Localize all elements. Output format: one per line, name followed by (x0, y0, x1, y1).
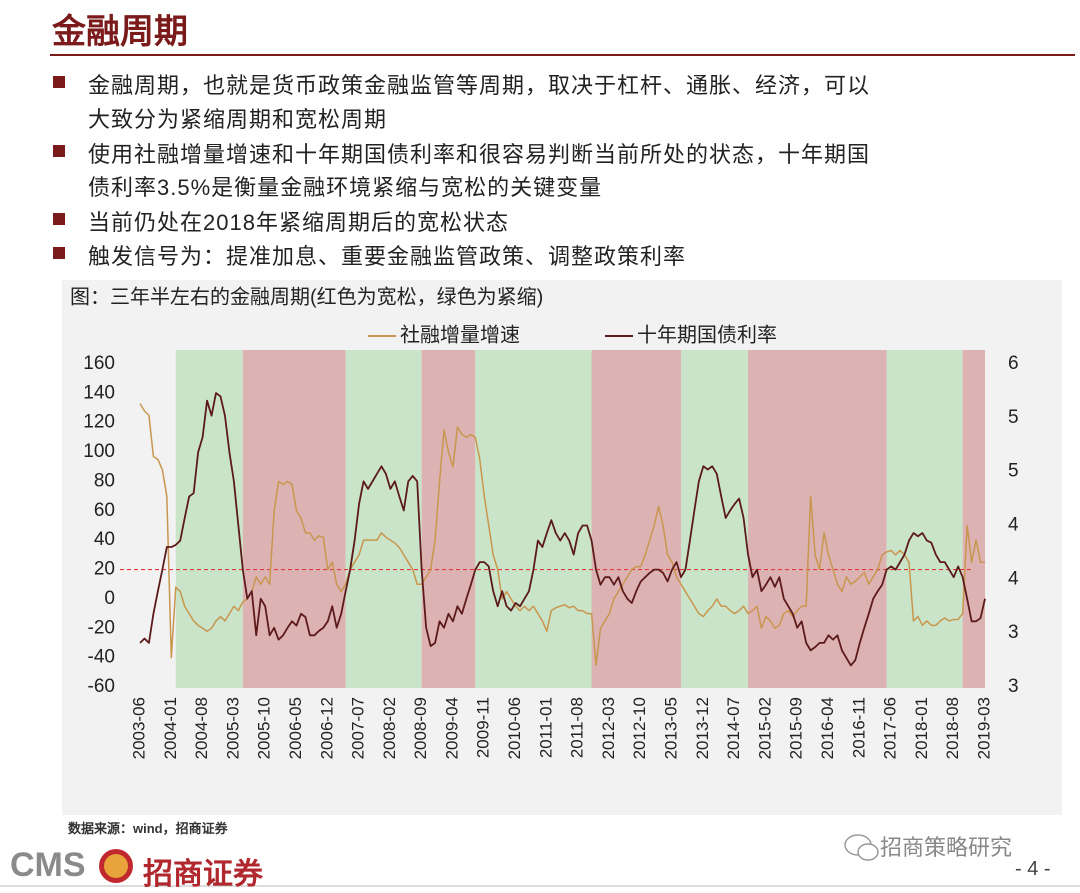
x-tick-label: 2015-09 (787, 697, 806, 759)
x-tick-label: 2014-07 (724, 697, 743, 759)
x-tick-label: 2018-08 (943, 697, 962, 759)
chart-title: 图：三年半左右的金融周期(红色为宽松，绿色为紧缩) (70, 285, 543, 308)
y-tick-label: 20 (94, 559, 115, 580)
legend-label: 十年期国债利率 (637, 323, 777, 346)
bullet-text: 触发信号为：提准加息、重要金融监管政策、调整政策利率 (88, 244, 687, 269)
y2-tick-label: 4 (1008, 515, 1019, 536)
period-band (748, 350, 887, 688)
x-tick-label: 2016-11 (849, 697, 868, 758)
bullet-text: 金融周期，也就是货币政策金融监管等周期，取决于杠杆、通胀、经济，可以 (88, 73, 871, 98)
x-tick-label: 2011-01 (536, 697, 555, 758)
logo-inner (104, 854, 128, 878)
x-tick-label: 2013-05 (662, 697, 681, 759)
y-tick-label: -60 (88, 676, 115, 697)
legend-label: 社融增量增速 (400, 323, 520, 346)
y-tick-label: 160 (83, 353, 115, 374)
y-tick-label: 40 (94, 529, 115, 550)
x-tick-label: 2006-05 (286, 697, 305, 759)
period-band (175, 350, 243, 688)
source-note: 数据来源：wind，招商证券 (68, 821, 228, 836)
x-tick-label: 2008-09 (411, 697, 430, 759)
period-band (421, 350, 476, 688)
period-band (475, 350, 592, 688)
x-tick-label: 2003-06 (129, 697, 148, 759)
x-tick-label: 2010-06 (505, 697, 524, 759)
bullet-marker (53, 76, 65, 88)
y-tick-label: 120 (83, 412, 115, 433)
page-number: - 4 - (1015, 858, 1051, 880)
period-band (680, 350, 749, 688)
x-tick-label: 2005-10 (255, 697, 274, 759)
x-tick-label: 2012-10 (630, 697, 649, 759)
y2-tick-label: 3 (1008, 676, 1019, 697)
bullet-text: 使用社融增量增速和十年期国债利率和很容易判断当前所处的状态，十年期国 (88, 142, 871, 167)
x-tick-label: 2009-11 (474, 697, 493, 758)
slide-title: 金融周期 (52, 14, 188, 51)
x-tick-label: 2016-04 (818, 697, 837, 759)
bullet-text: 债利率3.5%是衡量金融环境紧缩与宽松的关键变量 (88, 175, 603, 200)
y2-tick-label: 5 (1008, 407, 1019, 428)
y-tick-label: 60 (94, 500, 115, 521)
bullet-text: 大致分为紧缩周期和宽松周期 (88, 107, 388, 132)
company-name: 招商证券 (143, 858, 263, 891)
y2-tick-label: 4 (1008, 568, 1019, 589)
period-band (886, 350, 963, 688)
wechat-icon (857, 843, 879, 861)
x-tick-label: 2005-03 (223, 697, 242, 759)
x-tick-label: 2008-02 (380, 697, 399, 759)
x-tick-label: 2019-03 (974, 697, 993, 759)
x-tick-label: 2013-12 (693, 697, 712, 759)
wechat-name: 招商策略研究 (880, 835, 1013, 860)
x-tick-label: 2017-06 (881, 697, 900, 759)
x-tick-label: 2006-12 (317, 697, 336, 759)
bullet-marker (53, 247, 65, 259)
y-tick-label: 0 (104, 588, 115, 609)
y2-tick-label: 5 (1008, 461, 1019, 482)
period-band (345, 350, 422, 688)
x-tick-label: 2009-04 (442, 697, 461, 759)
bullet-text: 当前仍处在2018年紧缩周期后的宽松状态 (88, 210, 509, 235)
y-tick-label: -20 (88, 617, 115, 638)
y2-tick-label: 3 (1008, 622, 1019, 643)
series-line (139, 392, 986, 667)
x-tick-label: 2004-01 (161, 697, 180, 759)
bullet-marker (53, 145, 65, 157)
y-tick-label: 80 (94, 470, 115, 491)
y-tick-label: 140 (83, 382, 115, 403)
series-line (139, 403, 985, 666)
x-tick-label: 2004-08 (192, 697, 211, 759)
period-band (242, 350, 346, 688)
logo-text: CMS (10, 846, 86, 884)
y2-tick-label: 6 (1008, 353, 1019, 374)
y-tick-label: -40 (88, 647, 115, 668)
bullet-marker (53, 213, 65, 225)
x-tick-label: 2018-01 (912, 697, 931, 759)
period-band (591, 350, 681, 688)
x-tick-label: 2007-07 (349, 697, 368, 759)
x-tick-label: 2015-02 (755, 697, 774, 759)
x-tick-label: 2012-03 (599, 697, 618, 759)
period-band (962, 350, 985, 688)
y-tick-label: 100 (83, 441, 115, 462)
x-tick-label: 2011-08 (568, 697, 587, 758)
